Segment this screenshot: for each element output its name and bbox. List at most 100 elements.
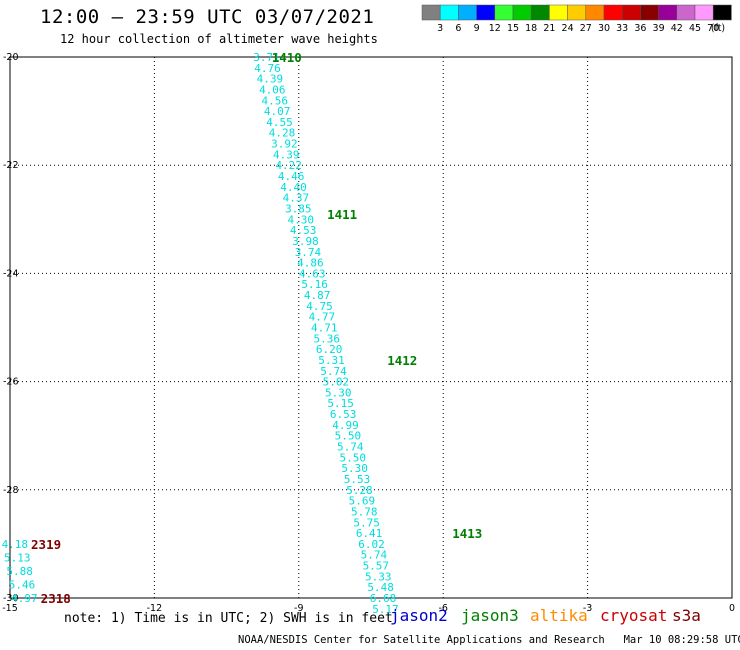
swh-value: 5.16 <box>301 278 328 291</box>
swh-value: 5.36 <box>313 332 340 345</box>
satellite-label-jason2: jason2 <box>390 606 448 625</box>
swh-value: 4.99 <box>332 419 359 432</box>
legend-label: 3 <box>437 23 443 34</box>
swh-value: 4.06 <box>259 83 286 96</box>
x-tick-label: -12 <box>147 603 163 614</box>
swh-value: 5.30 <box>341 462 368 475</box>
swh-value: 5.74 <box>337 441 364 454</box>
swh-value: 4.37 <box>283 192 310 205</box>
swh-value: 4.39 <box>257 73 284 86</box>
swh-value: 4.76 <box>254 62 281 75</box>
legend-label: 45 <box>689 23 701 34</box>
page-subtitle: 12 hour collection of altimeter wave hei… <box>60 32 378 46</box>
legend-swatch <box>712 4 732 21</box>
swh-value: 4.97 <box>11 592 38 605</box>
legend-label: 21 <box>543 23 555 34</box>
x-tick-label: 0 <box>729 603 735 614</box>
swh-value: 4.75 <box>306 300 333 313</box>
swh-value: 5.75 <box>353 516 380 529</box>
legend-label: 6 <box>455 23 461 34</box>
swh-value: 6.68 <box>370 592 397 605</box>
swh-value: 4.18 <box>2 538 29 551</box>
x-tick-label: -6 <box>438 603 447 614</box>
time-label: 2318 <box>41 591 71 606</box>
legend-unit: (ft) <box>711 23 725 34</box>
plot-frame <box>9 56 733 599</box>
time-label: 2319 <box>31 537 61 552</box>
legend-swatch <box>494 4 514 21</box>
swh-value: 5.15 <box>327 397 354 410</box>
legend-label: 39 <box>653 23 665 34</box>
swh-value: 5.48 <box>367 581 394 594</box>
swh-value: 5.46 <box>9 578 36 591</box>
swh-value: 4.87 <box>304 289 331 302</box>
legend-label: 27 <box>580 23 592 34</box>
legend-swatch <box>512 4 532 21</box>
y-tick-label: -30 <box>3 593 19 604</box>
axis-tick-labels: -15 -12 -9 -6 -3 0-20-22-24-26-28-30 <box>2 52 735 614</box>
y-tick-label: -24 <box>3 268 19 279</box>
swh-value: 4.71 <box>311 322 338 335</box>
swh-value: 5.13 <box>4 551 31 564</box>
swh-value: 5.74 <box>361 549 388 562</box>
time-label: 1412 <box>387 353 417 368</box>
legend-label: 15 <box>507 23 519 34</box>
legend-swatch <box>603 4 623 21</box>
satellite-label-jason3: jason3 <box>461 606 519 625</box>
legend-label: 36 <box>634 23 646 34</box>
swh-value: 3.71 <box>253 51 280 64</box>
legend-label: 24 <box>562 23 574 34</box>
page-title: 12:00 – 23:59 UTC 03/07/2021 <box>40 6 375 28</box>
swh-value: 3.92 <box>271 138 298 151</box>
legend-label: 33 <box>616 23 628 34</box>
swh-value: 4.86 <box>297 257 324 270</box>
swh-value: 4.40 <box>280 181 307 194</box>
legend-label: 42 <box>671 23 683 34</box>
legend-swatch <box>421 4 441 21</box>
legend-swatch <box>694 4 714 21</box>
swh-value: 5.17 <box>372 603 399 616</box>
swh-value: 5.02 <box>323 376 350 389</box>
swh-value: 5.50 <box>335 430 362 443</box>
swh-value: 4.28 <box>269 127 296 140</box>
time-label: 1410 <box>272 50 302 65</box>
legend-label: 30 <box>598 23 610 34</box>
time-label: 1413 <box>452 526 482 541</box>
swh-value: 5.28 <box>346 484 373 497</box>
y-tick-label: -20 <box>3 52 19 63</box>
satellite-label-altika: altika <box>530 606 588 625</box>
color-scale-legend: 3 6 9 12 15 18 21 24 27 30 33 36 39 42 45 70(ft) <box>421 4 732 34</box>
plot-grid <box>9 56 733 599</box>
legend-swatch <box>585 4 605 21</box>
legend-swatch <box>439 4 459 21</box>
y-tick-label: -22 <box>3 160 19 171</box>
legend-label: 18 <box>525 23 537 34</box>
swh-value: 4.22 <box>275 159 302 172</box>
x-tick-label: -15 <box>2 603 18 614</box>
y-tick-label: -26 <box>3 377 19 388</box>
swh-value: 5.33 <box>365 570 392 583</box>
swh-value: 4.53 <box>290 224 317 237</box>
swh-value: 5.31 <box>318 354 345 367</box>
legend-swatch <box>530 4 550 21</box>
legend-label: 9 <box>474 23 480 34</box>
swh-value: 5.30 <box>325 386 352 399</box>
swh-value: 6.53 <box>330 408 357 421</box>
swh-value: 5.74 <box>320 365 347 378</box>
swh-value: 4.55 <box>266 116 293 129</box>
swh-value: 4.77 <box>309 311 336 324</box>
swh-value: 4.39 <box>273 148 300 161</box>
swh-value: 5.88 <box>6 565 33 578</box>
footer-note: note: 1) Time is in UTC; 2) SWH is in fe… <box>64 611 393 626</box>
swh-value: 6.20 <box>316 343 343 356</box>
legend-swatch <box>621 4 641 21</box>
time-label: 1411 <box>327 207 357 222</box>
swh-value: 5.53 <box>344 473 371 486</box>
legend-swatch <box>676 4 696 21</box>
swh-value: 5.50 <box>339 451 366 464</box>
legend-swatch <box>567 4 587 21</box>
legend-swatch <box>549 4 568 21</box>
swh-value: 4.07 <box>264 105 291 118</box>
footer-credit: NOAA/NESDIS Center for Satellite Applica… <box>238 634 740 646</box>
